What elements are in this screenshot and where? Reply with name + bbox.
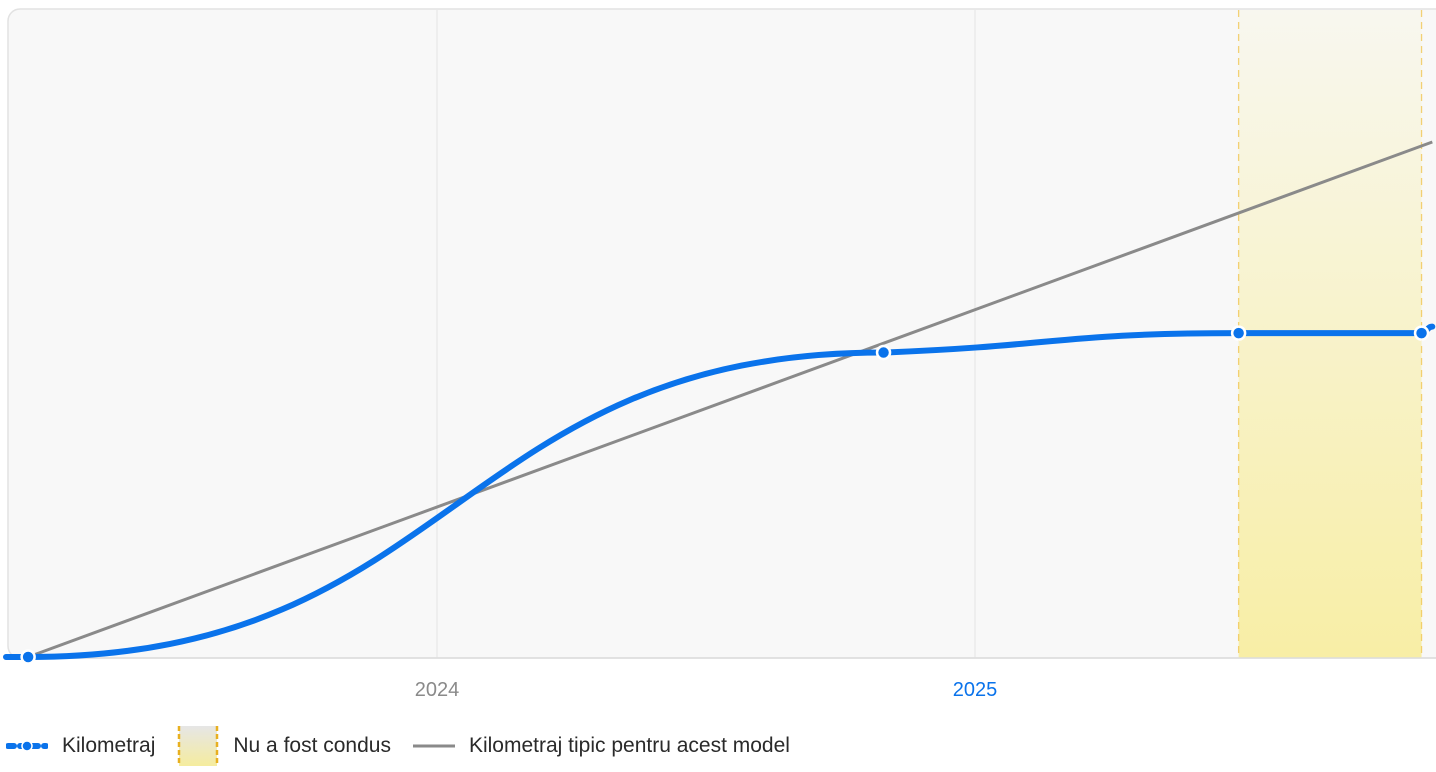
- chart-plot: 2024 2025: [3, 8, 1436, 701]
- band-swatch-icon: [178, 726, 219, 766]
- series-kilometraj-tipic-line: [27, 140, 1433, 659]
- legend-item-nu-a-fost-condus[interactable]: Nu a fost condus: [177, 725, 391, 767]
- legend-label-kilometraj: Kilometraj: [62, 734, 156, 757]
- kilometraj-line-icon: [6, 740, 48, 752]
- kilometraj-point-1[interactable]: [875, 344, 892, 361]
- legend-item-kilometraj[interactable]: Kilometraj: [6, 734, 155, 758]
- x-tick-labels: 2024 2025: [415, 679, 998, 701]
- series-kilometraj-line: [3, 323, 1436, 660]
- reference-line-icon: [412, 744, 455, 748]
- grid-lines: [436, 10, 976, 658]
- legend: Kilometraj Nu a fost condus Kilometraj: [6, 726, 812, 766]
- kilometraj-point-2[interactable]: [1230, 325, 1247, 341]
- legend-label-nu-a-fost-condus: Nu a fost condus: [233, 734, 391, 757]
- legend-item-kilometraj-tipic[interactable]: Kilometraj tipic pentru acest model: [412, 734, 790, 758]
- series-layer: [3, 140, 1436, 665]
- legend-label-kilometraj-tipic: Kilometraj tipic pentru acest model: [468, 734, 790, 757]
- x-tick-label-2024: 2024: [415, 679, 460, 701]
- x-tick-label-2025: 2025: [953, 679, 998, 701]
- kilometraj-point-3[interactable]: [1413, 325, 1430, 341]
- kilometraj-point-0[interactable]: [20, 649, 36, 665]
